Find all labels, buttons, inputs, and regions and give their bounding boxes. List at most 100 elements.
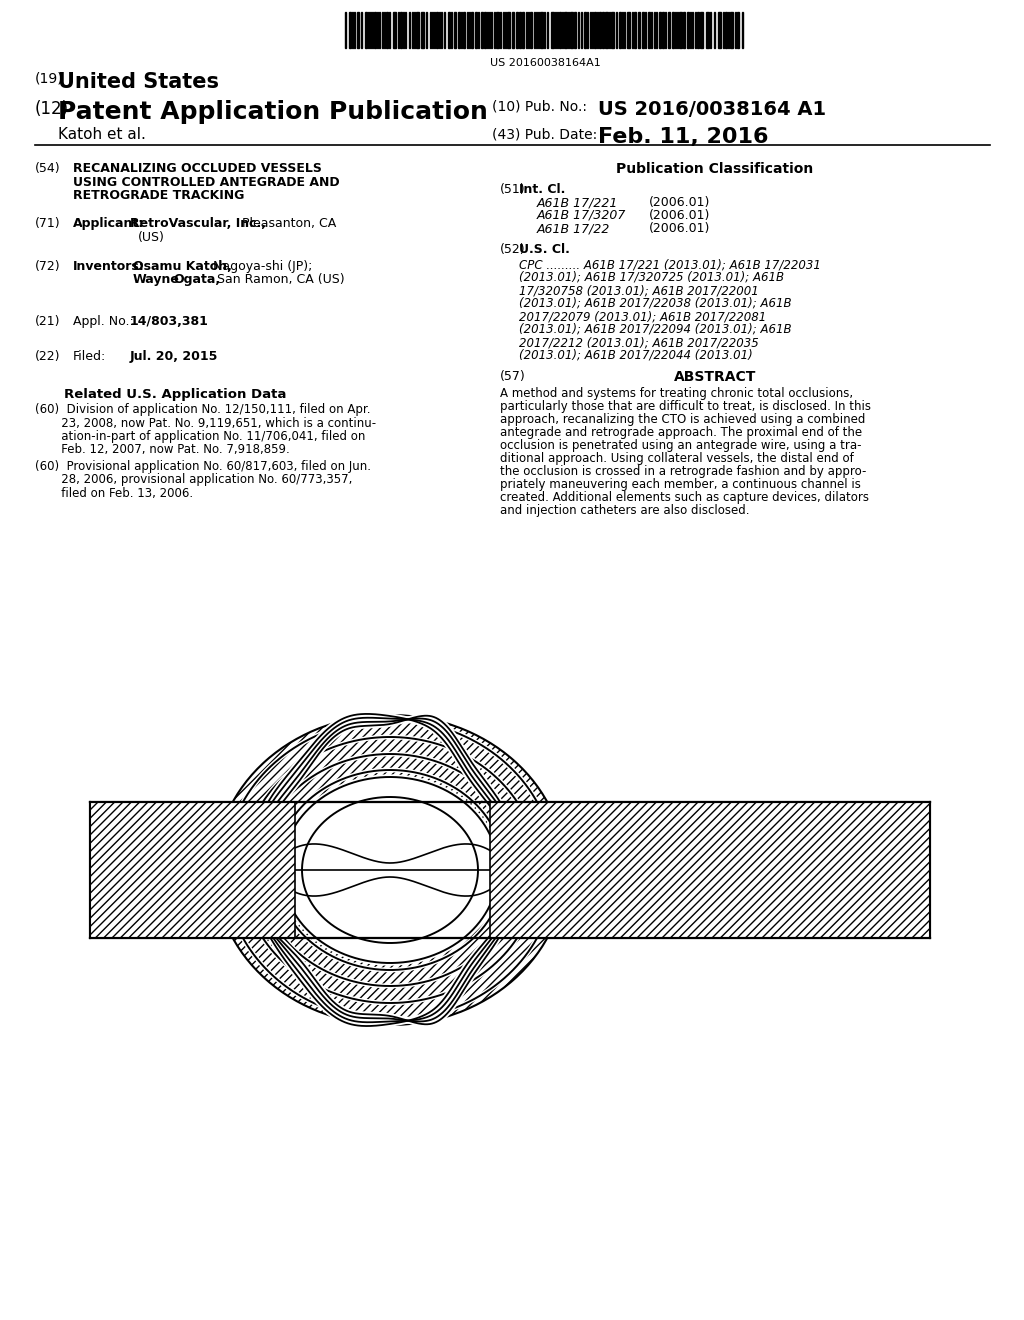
Text: (60)  Division of application No. 12/150,111, filed on Apr.: (60) Division of application No. 12/150,…: [35, 403, 371, 416]
Text: (51): (51): [500, 183, 525, 195]
Bar: [475, 12, 477, 48]
Bar: [416, 12, 419, 48]
Text: particularly those that are difficult to treat, is disclosed. In this: particularly those that are difficult to…: [500, 400, 871, 413]
Bar: [725, 12, 727, 48]
Bar: [642, 12, 644, 48]
Bar: [357, 12, 359, 48]
Polygon shape: [490, 803, 930, 939]
Text: (21): (21): [35, 315, 60, 327]
Bar: [611, 12, 614, 48]
Text: 14/803,381: 14/803,381: [130, 315, 209, 327]
Bar: [627, 12, 630, 48]
Bar: [454, 12, 456, 48]
Text: antegrade and retrograde approach. The proximal end of the: antegrade and retrograde approach. The p…: [500, 426, 862, 440]
Bar: [737, 12, 739, 48]
Bar: [551, 12, 554, 48]
Bar: [484, 12, 486, 48]
Text: A61B 17/221: A61B 17/221: [537, 195, 618, 209]
Polygon shape: [295, 803, 490, 939]
Text: (2013.01); A61B 2017/22094 (2013.01); A61B: (2013.01); A61B 2017/22094 (2013.01); A6…: [519, 323, 792, 337]
Text: (2006.01): (2006.01): [649, 222, 711, 235]
Text: CPC ......... A61B 17/221 (2013.01); A61B 17/22031: CPC ......... A61B 17/221 (2013.01); A61…: [519, 257, 821, 271]
Bar: [481, 12, 483, 48]
Text: A61B 17/3207: A61B 17/3207: [537, 209, 627, 222]
Text: A61B 17/22: A61B 17/22: [537, 222, 610, 235]
Bar: [706, 12, 709, 48]
Text: Katoh et al.: Katoh et al.: [58, 127, 145, 143]
Bar: [519, 12, 521, 48]
Text: RetroVascular, Inc.,: RetroVascular, Inc.,: [130, 216, 266, 230]
Text: ation-in-part of application No. 11/706,041, filed on: ation-in-part of application No. 11/706,…: [35, 430, 366, 444]
Polygon shape: [90, 803, 295, 939]
Text: Nagoya-shi (JP);: Nagoya-shi (JP);: [209, 260, 312, 273]
Bar: [730, 12, 733, 48]
Bar: [584, 12, 586, 48]
Text: created. Additional elements such as capture devices, dilators: created. Additional elements such as cap…: [500, 491, 869, 504]
Text: Feb. 11, 2016: Feb. 11, 2016: [598, 127, 768, 147]
Polygon shape: [490, 803, 930, 939]
Bar: [374, 12, 376, 48]
Text: RETROGRADE TRACKING: RETROGRADE TRACKING: [73, 189, 245, 202]
Bar: [679, 12, 682, 48]
Text: 2017/2212 (2013.01); A61B 2017/22035: 2017/2212 (2013.01); A61B 2017/22035: [519, 337, 759, 348]
Bar: [618, 12, 621, 48]
Bar: [602, 12, 604, 48]
Bar: [672, 12, 674, 48]
Bar: [687, 12, 689, 48]
Text: Pleasanton, CA: Pleasanton, CA: [238, 216, 336, 230]
Text: (US): (US): [138, 231, 165, 243]
Bar: [697, 12, 699, 48]
Bar: [605, 12, 608, 48]
Bar: [349, 12, 351, 48]
Text: (72): (72): [35, 260, 60, 273]
Bar: [471, 12, 473, 48]
Text: (54): (54): [35, 162, 60, 176]
Text: Related U.S. Application Data: Related U.S. Application Data: [63, 388, 286, 401]
Text: (57): (57): [500, 370, 525, 383]
Text: Filed:: Filed:: [73, 350, 106, 363]
Bar: [512, 12, 514, 48]
Bar: [530, 12, 532, 48]
Text: the occlusion is crossed in a retrograde fashion and by appro-: the occlusion is crossed in a retrograde…: [500, 465, 866, 478]
Bar: [496, 12, 499, 48]
Text: (2006.01): (2006.01): [649, 195, 711, 209]
Bar: [449, 12, 450, 48]
Polygon shape: [90, 803, 295, 939]
Bar: [540, 12, 543, 48]
Text: (2013.01); A61B 17/320725 (2013.01); A61B: (2013.01); A61B 17/320725 (2013.01); A61…: [519, 271, 784, 284]
Text: priately maneuvering each member, a continuous channel is: priately maneuvering each member, a cont…: [500, 478, 861, 491]
Text: 2017/22079 (2013.01); A61B 2017/22081: 2017/22079 (2013.01); A61B 2017/22081: [519, 310, 766, 323]
Bar: [594, 12, 596, 48]
Text: Publication Classification: Publication Classification: [616, 162, 814, 176]
Bar: [634, 12, 636, 48]
Bar: [638, 12, 640, 48]
Text: approach, recanalizing the CTO is achieved using a combined: approach, recanalizing the CTO is achiev…: [500, 413, 865, 426]
Bar: [522, 12, 524, 48]
Text: USING CONTROLLED ANTEGRADE AND: USING CONTROLLED ANTEGRADE AND: [73, 176, 340, 189]
Text: A method and systems for treating chronic total occlusions,: A method and systems for treating chroni…: [500, 387, 853, 400]
Bar: [458, 12, 460, 48]
Bar: [436, 12, 438, 48]
Text: (52): (52): [500, 243, 525, 256]
Bar: [648, 12, 650, 48]
Text: Applicant:: Applicant:: [73, 216, 144, 230]
Bar: [463, 12, 465, 48]
Text: and injection catheters are also disclosed.: and injection catheters are also disclos…: [500, 504, 750, 517]
Bar: [599, 12, 601, 48]
Bar: [400, 12, 402, 48]
Text: Inventors:: Inventors:: [73, 260, 144, 273]
Text: United States: United States: [58, 73, 219, 92]
Bar: [662, 12, 664, 48]
Text: Patent Application Publication: Patent Application Publication: [58, 100, 487, 124]
Text: US 20160038164A1: US 20160038164A1: [489, 58, 600, 69]
Bar: [393, 12, 396, 48]
Bar: [365, 12, 367, 48]
Text: Appl. No.:: Appl. No.:: [73, 315, 134, 327]
Text: Ogata,: Ogata,: [173, 273, 220, 286]
Bar: [507, 12, 510, 48]
Bar: [559, 12, 561, 48]
Text: ditional approach. Using collateral vessels, the distal end of: ditional approach. Using collateral vess…: [500, 451, 854, 465]
Bar: [700, 12, 703, 48]
Text: 17/320758 (2013.01); A61B 2017/22001: 17/320758 (2013.01); A61B 2017/22001: [519, 284, 759, 297]
Text: (10) Pub. No.:: (10) Pub. No.:: [492, 100, 587, 114]
